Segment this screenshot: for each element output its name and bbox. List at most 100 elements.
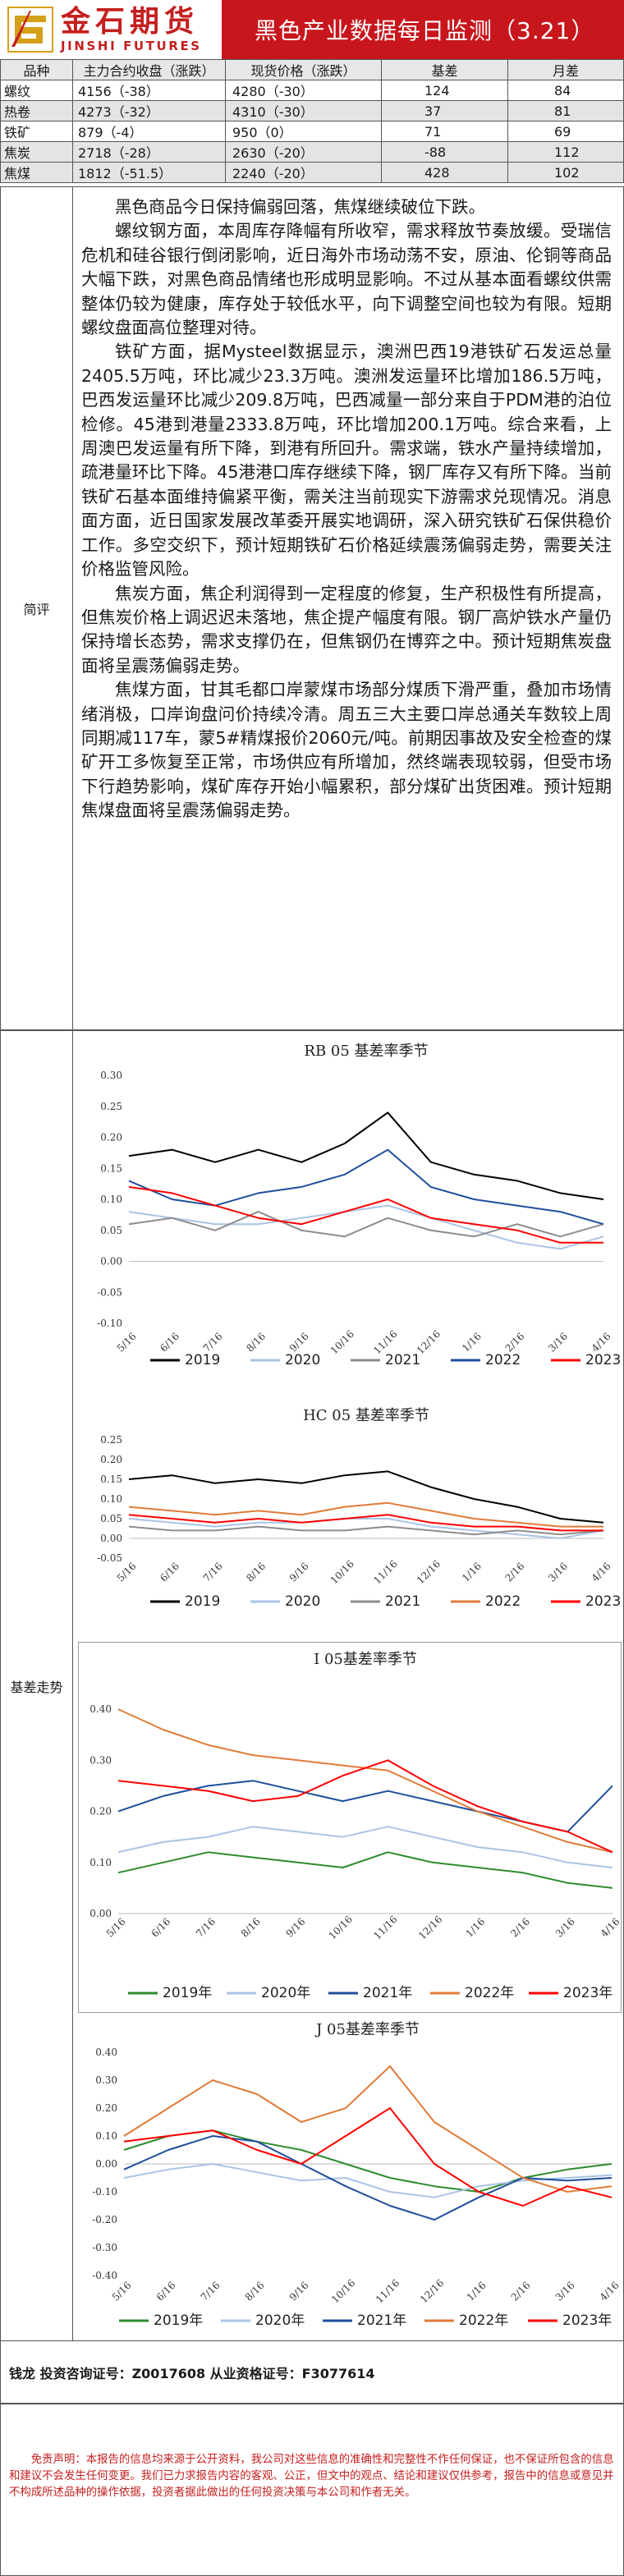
basis-value: 71 <box>381 121 508 142</box>
legend-label: 2022年 <box>465 1985 514 2001</box>
x-tick-label: 8/16 <box>239 1916 263 1940</box>
series-line <box>128 1112 604 1200</box>
x-tick-label: 1/16 <box>460 1561 484 1584</box>
close-value: 879（-4） <box>72 121 226 142</box>
x-tick-label: 2/16 <box>508 1916 532 1940</box>
series-line <box>123 2065 613 2193</box>
legend-label: 2022 <box>485 1352 521 1368</box>
series-line <box>128 1525 604 1536</box>
x-tick-label: 10/16 <box>328 1328 356 1356</box>
y-tick-label: 0.00 <box>100 1533 122 1544</box>
x-tick-label: 1/16 <box>460 1331 484 1354</box>
y-tick-label: 0.15 <box>100 1474 122 1485</box>
x-tick-label: 8/16 <box>244 1561 268 1584</box>
series-line <box>128 1470 604 1524</box>
y-tick-label: -0.05 <box>97 1552 122 1564</box>
spread-value: 102 <box>507 162 624 183</box>
commentary-paragraph: 铁矿方面，据Mysteel数据显示，澳洲巴西19港铁矿石发运总量2405.5万吨… <box>81 341 612 580</box>
legend-label: 2020年 <box>261 1985 310 2001</box>
spot-value: 950（0） <box>225 121 382 142</box>
y-tick-label: 0.10 <box>100 1194 122 1205</box>
x-tick-label: 11/16 <box>374 2277 401 2305</box>
close-value: 4156（-38） <box>72 80 226 101</box>
x-tick-label: 11/16 <box>371 1558 399 1586</box>
y-tick-label: 0.00 <box>95 2158 117 2170</box>
y-tick-label: -0.10 <box>97 1318 122 1329</box>
x-tick-label: 8/16 <box>244 1331 268 1354</box>
series-line <box>123 2107 613 2207</box>
x-tick-label: 12/16 <box>415 1558 443 1586</box>
commentary-label: 简评 <box>1 187 73 1029</box>
legend-label: 2019 <box>185 1352 220 1368</box>
y-tick-label: 0.20 <box>100 1132 122 1144</box>
basis-value: 428 <box>381 162 508 183</box>
x-tick-label: 2/16 <box>503 1331 527 1354</box>
basis-value: 124 <box>381 80 508 101</box>
x-tick-label: 12/16 <box>418 2277 446 2305</box>
logo-chinese-name: 金石期货 <box>61 5 200 39</box>
j-basis-chart-svg: J 05基差率季节 0.40 0.30 0.20 0.10 0.00 -0.10 -0.20 -… <box>92 2021 620 2329</box>
column-header: 现货价格（涨跌） <box>225 59 382 80</box>
x-tick-label: 5/16 <box>115 1331 139 1354</box>
commentary-paragraph: 焦炭方面，焦企利润得到一定程度的修复，生产积极性有所提高，但焦炭价格上调迟迟未落… <box>81 583 612 676</box>
y-tick-label: -0.20 <box>92 2214 117 2225</box>
x-tick-label: 6/16 <box>149 1916 172 1940</box>
chart-title: HC 05 基差率季节 <box>303 1407 429 1424</box>
x-tick-label: 6/16 <box>154 2280 178 2303</box>
series-line <box>128 1501 603 1528</box>
x-tick-label: 5/16 <box>110 2280 134 2303</box>
series-line <box>128 1514 603 1532</box>
y-tick-label: 0.40 <box>89 1703 112 1715</box>
basis-charts-section: 基差走势 RB 05 基差率季节 0.30 0.25 0.20 0.15 0.10 0.05… <box>0 1030 624 2341</box>
y-tick-label: -0.10 <box>92 2186 117 2198</box>
legend-label: 2023 <box>585 1593 620 1610</box>
legend-label: 2021 <box>385 1352 420 1368</box>
series-line <box>117 1759 613 1854</box>
x-tick-label: 4/16 <box>598 2280 620 2303</box>
legend-label: 2021 <box>385 1593 420 1610</box>
x-tick-label: 4/16 <box>590 1561 613 1584</box>
y-tick-label: 0.30 <box>100 1070 122 1081</box>
x-tick-label: 5/16 <box>115 1561 139 1584</box>
x-tick-label: 9/16 <box>287 1331 311 1354</box>
commentary-paragraph: 螺纹钢方面，本周库存降幅有所收窄，需求释放节奏放缓。受瑞信危机和硅谷银行倒闭影响… <box>81 221 612 338</box>
y-tick-label: -0.30 <box>92 2242 117 2253</box>
x-tick-label: 9/16 <box>287 1561 311 1584</box>
y-tick-label: 0.10 <box>89 1857 112 1868</box>
table-row: 铁矿 879（-4） 950（0） 71 69 <box>0 121 624 142</box>
charts-label: 基差走势 <box>1 1031 73 2340</box>
legend-label: 2020 <box>285 1352 320 1368</box>
rb-basis-chart: RB 05 基差率季节 0.30 0.25 0.20 0.15 0.10 0.05 0.00 -… <box>78 1034 620 1397</box>
disclaimer-section: 免责声明：本报告的信息均来源于公开资料，我公司对这些信息的准确性和完整性不作任何… <box>0 2404 624 2576</box>
x-tick-label: 7/16 <box>201 1561 225 1584</box>
spread-value: 69 <box>507 121 624 142</box>
commentary-paragraph: 焦煤方面，甘其毛都口岸蒙煤市场部分煤质下滑严重，叠加市场情绪消极，口岸询盘问价持… <box>81 680 612 821</box>
basis-value: -88 <box>381 141 508 163</box>
column-header: 月差 <box>507 59 624 80</box>
charts-area: RB 05 基差率季节 0.30 0.25 0.20 0.15 0.10 0.05 0.00 -… <box>73 1031 623 2340</box>
x-tick-label: 6/16 <box>158 1331 181 1354</box>
x-tick-label: 9/16 <box>287 2280 311 2303</box>
x-tick-label: 4/16 <box>599 1916 621 1940</box>
logo-mark-icon <box>7 6 54 53</box>
y-tick-label: 0.20 <box>95 2102 117 2114</box>
y-tick-label: -0.05 <box>97 1286 122 1298</box>
price-table: 品种 主力合约收盘（涨跌） 现货价格（涨跌） 基差 月差 螺纹 4156（-38… <box>0 59 624 183</box>
column-header: 品种 <box>0 59 73 80</box>
series-line <box>123 2163 613 2198</box>
legend-label: 2023 <box>585 1352 620 1368</box>
i-basis-chart-svg: I 05基差率季节 0.40 0.30 0.20 0.10 0.005/16 6/16 7/1… <box>89 1651 621 2001</box>
y-tick-label: 0.00 <box>100 1256 122 1267</box>
y-tick-label: 0.00 <box>89 1908 112 1919</box>
x-tick-label: 6/16 <box>158 1561 181 1584</box>
j-basis-chart: J 05基差率季节 0.40 0.30 0.20 0.10 0.00 -0.10 -0.20 -… <box>78 2016 622 2336</box>
commentary-section: 简评 黑色商品今日保持偏弱回落，焦煤继续破位下跌。 螺纹钢方面，本周库存降幅有所… <box>0 186 624 1030</box>
product-name: 铁矿 <box>0 121 73 142</box>
x-tick-label: 1/16 <box>464 1916 488 1940</box>
y-tick-label: 0.05 <box>100 1513 122 1524</box>
hc-basis-chart-svg: HC 05 基差率季节 0.25 0.20 0.15 0.10 0.05 0.00 -0.05… <box>97 1407 620 1610</box>
commentary-paragraph: 黑色商品今日保持偏弱回落，焦煤继续破位下跌。 <box>115 197 485 217</box>
legend-label: 2021年 <box>363 1985 412 2001</box>
y-tick-label: 0.30 <box>95 2074 117 2086</box>
spot-value: 2630（-20） <box>225 141 382 163</box>
